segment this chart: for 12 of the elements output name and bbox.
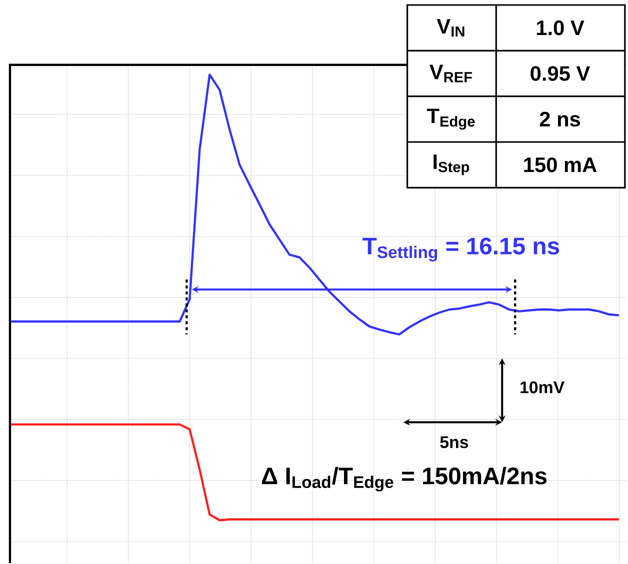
annotation: T$_{Edge}$ [426,108,475,130]
annotation: V$_{REF}$ [430,64,472,82]
annotation: 2 ns [540,112,580,127]
annotation: 10mV [520,381,564,394]
text: V$_{IN}$ [436,19,464,37]
annotation: T$_{Settling}$ = 16.15 ns [362,238,560,262]
text: 1.0 V [536,20,584,36]
annotation: 150 mA [524,157,597,172]
annotation: I$_{Step}$ [434,154,470,176]
annotation: 0.95 V [530,66,590,81]
annotation: 5ns [440,436,468,448]
annotation: Δ I$_{Load}$/T$_{Edge}$ = 150mA/2ns [262,466,547,492]
